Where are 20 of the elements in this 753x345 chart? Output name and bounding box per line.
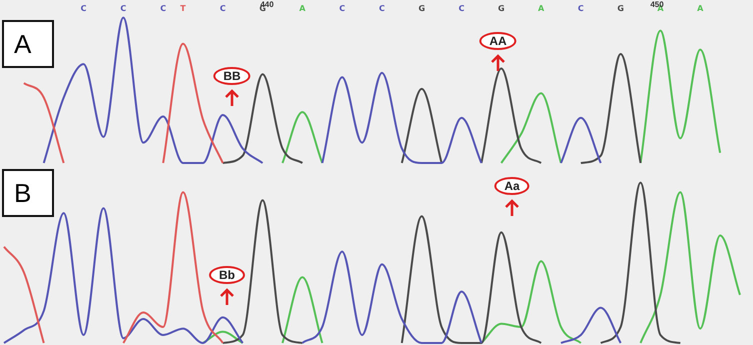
x-tick-label: C bbox=[339, 4, 346, 13]
x-tick-label: G bbox=[617, 4, 624, 13]
annotation: AA bbox=[479, 32, 517, 50]
chart-title: B bbox=[2, 169, 54, 217]
x-tick-label: G bbox=[498, 4, 505, 13]
x-tick-label: A bbox=[538, 4, 545, 13]
x-tick-label: T bbox=[180, 4, 186, 13]
x-tick-label: C bbox=[160, 4, 166, 13]
x-tick-label: C bbox=[578, 4, 584, 13]
x-tick-label: C bbox=[120, 4, 126, 13]
annotation: BB bbox=[213, 67, 251, 85]
x-tick-label: C bbox=[220, 4, 226, 13]
x-tick-label: C bbox=[458, 4, 465, 13]
x-tick-label: A bbox=[697, 4, 704, 13]
x-tick-label: C bbox=[80, 4, 87, 13]
x-tick-label: A bbox=[299, 4, 306, 13]
annotation: Bb bbox=[209, 266, 245, 284]
x-tick-label: G bbox=[418, 4, 426, 13]
x-tick-label: C bbox=[379, 4, 386, 13]
annotation: Aa bbox=[494, 177, 530, 195]
